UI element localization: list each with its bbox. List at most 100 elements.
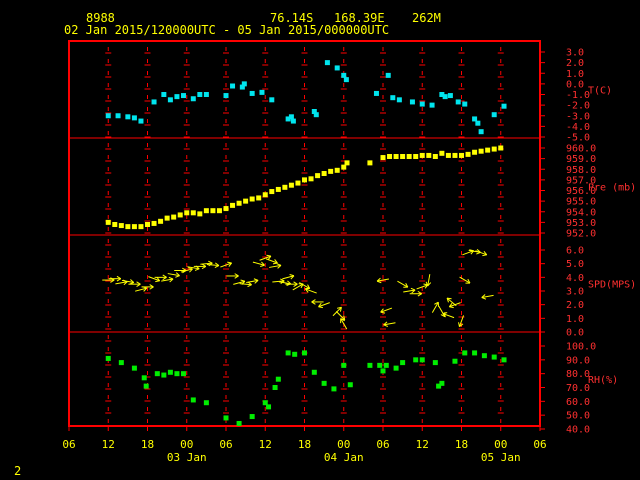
wind-arrow (252, 261, 265, 267)
y-tick-label: 958.0 (566, 165, 596, 176)
data-point (105, 355, 111, 361)
y-tick-label: 953.0 (566, 218, 596, 229)
data-point (112, 222, 118, 227)
data-point (105, 219, 111, 225)
y-tick-label: 60.0 (566, 397, 590, 408)
data-point (302, 350, 307, 356)
data-point (311, 369, 317, 375)
wind-arrow (135, 286, 148, 292)
station-lon: 168.39E (334, 11, 385, 25)
data-point (501, 103, 507, 109)
wind-arrow (141, 284, 154, 290)
wind-arrow (167, 272, 180, 278)
data-point (393, 365, 399, 371)
y-tick-label: 955.0 (566, 197, 596, 208)
x-tick-label: 06 (62, 438, 75, 451)
data-point (288, 114, 294, 120)
wind-arrow (475, 250, 488, 257)
data-point (223, 415, 229, 421)
data-point (131, 365, 137, 371)
data-point (478, 148, 484, 154)
data-point (115, 113, 121, 119)
x-tick-label: 18 (298, 438, 311, 451)
data-point (478, 129, 484, 135)
data-point (432, 154, 438, 159)
wind-arrow (380, 307, 393, 314)
wind-arrow (239, 281, 252, 288)
data-point (373, 90, 379, 96)
data-point (328, 168, 334, 174)
x-tick-label: 06 (376, 438, 389, 451)
data-point (180, 93, 186, 99)
wind-arrow (311, 299, 324, 305)
data-point (380, 368, 386, 374)
y-tick-label: -5.0 (566, 133, 590, 144)
data-point (118, 223, 124, 229)
data-point (393, 154, 399, 159)
data-point (367, 362, 373, 368)
data-point (249, 414, 255, 420)
data-point (475, 120, 481, 126)
data-point (367, 160, 373, 166)
x-date-label: 05 Jan (481, 451, 521, 464)
wind-arrow (448, 302, 461, 309)
x-date-label: 03 Jan (167, 451, 207, 464)
data-point (105, 113, 111, 119)
data-point (266, 404, 272, 410)
data-point (343, 77, 349, 83)
wind-arrow (459, 276, 471, 284)
data-point (167, 97, 173, 103)
data-point (174, 94, 180, 100)
data-point (400, 154, 406, 159)
data-point (491, 354, 497, 360)
data-point (223, 206, 229, 212)
x-tick-label: 18 (455, 438, 468, 451)
y-tick-label: 4.0 (566, 273, 584, 284)
data-point (197, 92, 203, 97)
data-point (387, 154, 393, 159)
data-point (455, 99, 461, 105)
y-tick-label: 3.0 (566, 48, 584, 59)
y-tick-label: 5.0 (566, 259, 584, 270)
data-point (236, 420, 242, 426)
data-point (498, 145, 504, 151)
wind-arrow (458, 315, 465, 328)
x-tick-label: 06 (219, 438, 232, 451)
x-tick-label: 00 (337, 438, 350, 451)
station-id: 8988 (86, 11, 115, 25)
data-point (174, 371, 180, 377)
data-point (447, 93, 453, 99)
data-point (485, 147, 491, 153)
panel-label: T(C) (588, 86, 612, 97)
data-point (241, 81, 247, 87)
data-point (491, 146, 497, 152)
data-point (419, 101, 425, 107)
data-point (216, 208, 222, 214)
wind-arrow (161, 276, 174, 283)
data-point (272, 385, 278, 390)
y-tick-label: 954.0 (566, 207, 596, 218)
data-point (269, 189, 275, 195)
data-point (230, 202, 236, 208)
y-tick-label: 959.0 (566, 154, 596, 165)
wind-arrow (332, 306, 342, 317)
wind-arrow (318, 302, 330, 309)
y-tick-label: 957.0 (566, 175, 596, 186)
wind-arrow (220, 261, 233, 268)
data-point (249, 90, 255, 96)
data-point (377, 362, 383, 368)
y-tick-label: -1.0 (566, 90, 590, 101)
wind-arrow (431, 301, 439, 313)
data-point (164, 215, 170, 221)
data-point (419, 152, 425, 158)
data-point (239, 84, 245, 90)
data-point (203, 208, 209, 214)
panel-label: RH(%) (588, 375, 618, 386)
wind-arrow (282, 274, 295, 280)
x-tick-label: 18 (141, 438, 154, 451)
data-point (481, 353, 487, 359)
data-point (452, 152, 458, 158)
y-tick-label: 3.0 (566, 287, 584, 298)
wind-arrow (397, 280, 409, 288)
wind-arrow (292, 283, 304, 291)
